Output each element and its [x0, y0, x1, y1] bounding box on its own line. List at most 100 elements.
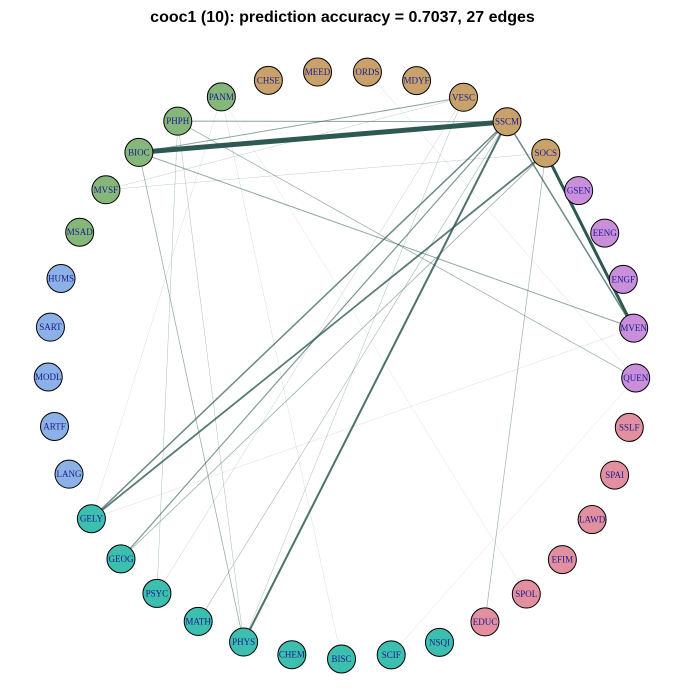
node-panm: PANM — [206, 82, 236, 112]
edge-bioc-sscm — [138, 119, 508, 155]
node-mven: MVEN — [619, 313, 649, 343]
node-lang: LANG — [54, 459, 84, 489]
node-circle — [424, 627, 454, 657]
node-scif: SCIF — [376, 640, 406, 670]
node-label: NSQI — [429, 637, 450, 647]
edge-panm-bisc — [221, 96, 342, 660]
node-label: SSCM — [495, 117, 519, 127]
node-circle — [65, 217, 95, 247]
node-label: MODL — [35, 372, 62, 382]
node-circle — [33, 362, 63, 392]
edge-phph-quen — [177, 120, 636, 379]
node-label: MVEN — [620, 323, 647, 333]
edge-phph-phys — [177, 121, 244, 643]
edges — [90, 72, 636, 660]
node-circle — [142, 578, 172, 608]
edge-socs-mvsf — [105, 152, 546, 190]
node-spol: SPOL — [511, 579, 541, 609]
edge-socs-mven — [544, 152, 636, 329]
node-label: PHPH — [166, 116, 190, 126]
node-circle — [54, 459, 84, 489]
node-circle — [402, 66, 432, 96]
node-circle — [600, 460, 630, 490]
edge-socs-gely — [90, 152, 547, 520]
node-nsqi: NSQI — [424, 627, 454, 657]
node-label: PANM — [209, 92, 234, 102]
edge-bioc-phys — [138, 152, 244, 643]
node-meed: MEED — [303, 57, 333, 87]
node-circle — [327, 644, 357, 674]
node-label: HUMS — [48, 273, 74, 283]
node-circle — [39, 411, 69, 441]
node-label: LANG — [57, 469, 82, 479]
edge-bioc-mven — [138, 151, 634, 329]
node-circle — [590, 218, 620, 248]
node-artf: ARTF — [39, 411, 69, 441]
node-chse: CHSE — [253, 65, 283, 95]
node-circle — [253, 65, 283, 95]
node-chem: CHEM — [277, 640, 307, 670]
node-gely: GELY — [76, 504, 106, 534]
edge-panm-spol — [221, 96, 527, 595]
node-circle — [577, 505, 607, 535]
node-quen: QUEN — [621, 363, 651, 393]
node-gsen: GSEN — [564, 176, 594, 206]
node-circle — [619, 313, 649, 343]
node-label: EFIM — [552, 555, 574, 565]
node-label: PHYS — [232, 637, 255, 647]
node-label: BIOC — [128, 147, 150, 157]
node-circle — [106, 544, 136, 574]
nodes: CHSE MEED ORDS MDYF VESC SSCM SOCS GSEN EENG ENGF… — [33, 57, 651, 674]
edge-panm-gely — [91, 96, 222, 519]
edge-phph-psyc — [156, 121, 179, 594]
node-label: LAWD — [579, 515, 606, 525]
node-label: SSLF — [619, 422, 640, 432]
node-label: ENGF — [611, 274, 635, 284]
node-sart: SART — [35, 312, 65, 342]
node-label: SART — [39, 322, 62, 332]
node-label: MDYF — [404, 76, 430, 86]
node-label: MVSF — [94, 185, 119, 195]
edge-socs-educ — [484, 153, 547, 622]
node-bioc: BIOC — [124, 137, 154, 167]
node-circle — [376, 640, 406, 670]
node-label: SOCS — [535, 148, 558, 158]
edge-sscm-math — [197, 121, 508, 622]
edge-vesc-mvsf — [105, 97, 464, 190]
node-math: MATH — [183, 606, 213, 636]
node-sscm: SSCM — [492, 107, 522, 137]
node-label: BISC — [332, 654, 352, 664]
node-label: MEED — [305, 67, 331, 77]
node-engf: ENGF — [608, 264, 638, 294]
node-label: GEOG — [108, 554, 133, 564]
node-socs: SOCS — [531, 138, 561, 168]
node-bisc: BISC — [327, 644, 357, 674]
node-circle — [35, 312, 65, 342]
node-circle — [124, 137, 154, 167]
edge-vesc-psyc — [156, 97, 464, 594]
node-geog: GEOG — [106, 544, 136, 574]
node-circle — [76, 504, 106, 534]
node-psyc: PSYC — [142, 578, 172, 608]
node-circle — [449, 82, 479, 112]
node-circle — [303, 57, 333, 87]
edge-scif-quen — [391, 377, 636, 655]
node-label: QUEN — [623, 373, 648, 383]
node-circle — [206, 82, 236, 112]
node-label: PSYC — [146, 588, 169, 598]
node-circle — [183, 606, 213, 636]
node-circle — [91, 175, 121, 205]
node-label: EDUC — [473, 617, 498, 627]
node-label: ORDS — [355, 67, 379, 77]
node-circle — [614, 412, 644, 442]
node-circle — [608, 264, 638, 294]
node-circle — [277, 640, 307, 670]
node-vesc: VESC — [449, 82, 479, 112]
node-label: EENG — [593, 228, 617, 238]
edge-ords-quen — [367, 72, 636, 379]
node-sslf: SSLF — [614, 412, 644, 442]
node-circle — [564, 176, 594, 206]
edge-bioc-vesc — [138, 96, 464, 153]
